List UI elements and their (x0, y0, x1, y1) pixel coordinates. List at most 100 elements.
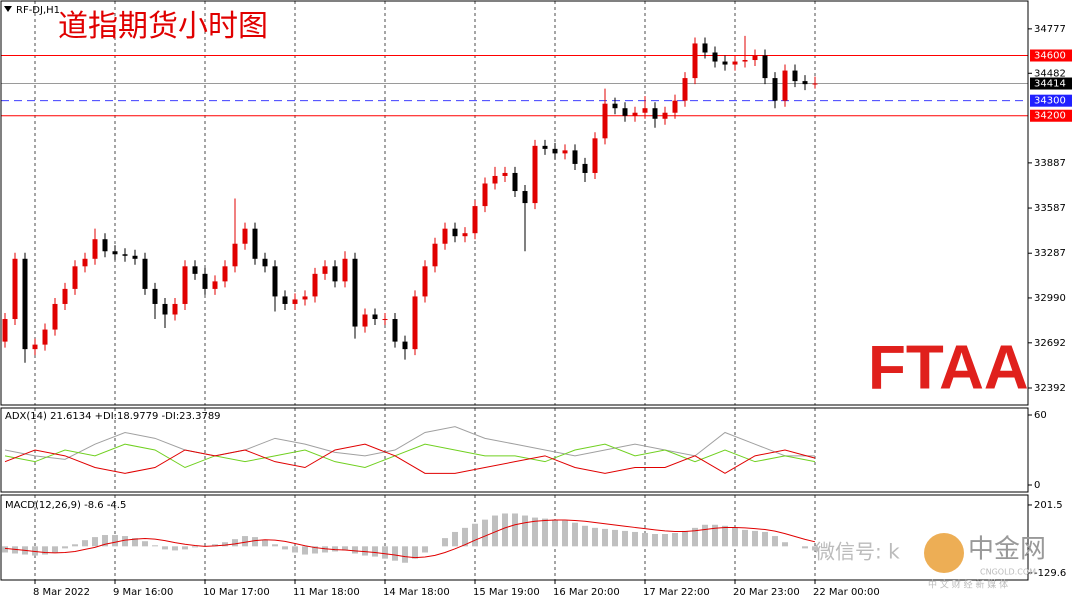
macd-bar (812, 546, 818, 551)
macd-bar (372, 546, 378, 557)
macd-bar (122, 536, 128, 547)
macd-bar (142, 541, 148, 547)
x-tick-label: 17 Mar 22:00 (643, 587, 710, 598)
macd-bar (2, 546, 8, 553)
candle-body (442, 228, 448, 244)
macd-bar (292, 546, 298, 553)
macd-bar (262, 540, 268, 547)
macd-bar (362, 546, 368, 556)
macd-bar (502, 513, 508, 547)
candle-body (252, 228, 258, 259)
watermark-slogan: 中 文 财 经 新 媒 体 (928, 579, 1008, 591)
candle-body (682, 78, 688, 101)
candle-body (482, 183, 488, 207)
candle-body (382, 319, 388, 321)
macd-bar (352, 546, 358, 554)
macd-panel (0, 494, 1029, 581)
candle-body (722, 61, 728, 65)
macd-bar (82, 540, 88, 547)
macd-bar (52, 546, 58, 553)
x-tick-label: 10 Mar 17:00 (203, 587, 270, 598)
macd-bar (762, 531, 768, 547)
macd-bar (592, 527, 598, 547)
candle-body (292, 299, 298, 304)
macd-bar (602, 528, 608, 547)
macd-bar (282, 546, 288, 550)
y-tick-label: 32990 (1034, 293, 1066, 304)
candle-body (262, 258, 268, 267)
macd-bar (62, 546, 68, 549)
x-tick-label: 22 Mar 00:00 (813, 587, 880, 598)
candle-body (172, 303, 178, 315)
y-tick-label: 33887 (1034, 158, 1066, 169)
candle-body (492, 175, 498, 184)
candle-body (542, 145, 548, 149)
candle-body (232, 243, 238, 267)
candle-body (302, 296, 308, 300)
candle-body (792, 70, 798, 82)
macd-bar (492, 515, 498, 547)
level-label: 34200 (1034, 111, 1066, 122)
macd-bar (692, 527, 698, 547)
candle-body (72, 266, 78, 289)
macd-bar (712, 524, 718, 547)
logo: FTAA (868, 333, 1029, 402)
macd-bar (472, 523, 478, 547)
macd-bar (382, 546, 388, 559)
candle-body (2, 319, 8, 342)
macd-bar (802, 546, 808, 549)
candle-body (342, 258, 348, 282)
candle-body (62, 288, 68, 304)
candle-body (462, 233, 468, 237)
macd-bar (42, 546, 48, 555)
candle-body (222, 266, 228, 282)
candle-body (622, 108, 628, 116)
candle-body (762, 55, 768, 79)
x-tick-label: 14 Mar 18:00 (383, 587, 450, 598)
candle-body (552, 148, 558, 154)
indicator-line (4, 443, 816, 474)
macd-bar (422, 546, 428, 553)
candle-body (432, 243, 438, 267)
candle-body (312, 273, 318, 297)
macd-bar (212, 544, 218, 547)
level-box (1030, 77, 1072, 90)
level-label: 34414 (1034, 79, 1066, 90)
candle-body (422, 266, 428, 297)
adx-legend: ADX(14) 21.6134 +DI:18.9779 -DI:23.3789 (5, 411, 221, 422)
candle-body (112, 251, 118, 255)
candle-body (522, 191, 528, 204)
watermark-icon (924, 533, 964, 573)
candle-body (202, 273, 208, 289)
macd-bar (632, 531, 638, 547)
candle-body (472, 206, 478, 234)
candle-body (362, 314, 368, 327)
macd-bar (72, 544, 78, 547)
candle-body (512, 172, 518, 192)
y-tick-label: -129.6 (1034, 568, 1066, 579)
y-tick-label: 34482 (1034, 68, 1066, 79)
level-label: 34600 (1034, 51, 1066, 62)
macd-bar (252, 537, 258, 547)
candle-body (732, 61, 738, 65)
macd-bar (312, 546, 318, 554)
macd-bar (322, 546, 328, 553)
macd-bar (652, 534, 658, 547)
candle-body (642, 108, 648, 113)
candle-body (272, 266, 278, 297)
candle-body (142, 258, 148, 289)
candle-body (352, 258, 358, 327)
y-tick-label: 32692 (1034, 338, 1066, 349)
macd-bar (622, 530, 628, 547)
candle-body (122, 254, 128, 256)
symbol-label: RF-DJ,H1 (16, 5, 60, 16)
macd-bar (742, 529, 748, 547)
macd-bar (152, 545, 158, 547)
candle-body (212, 281, 218, 289)
y-tick-label: 34777 (1034, 24, 1066, 35)
candle-body (372, 314, 378, 320)
signal-line (4, 519, 816, 559)
macd-bar (732, 527, 738, 547)
candle-body (702, 43, 708, 53)
macd-legend: MACD(12,26,9) -8.6 -4.5 (5, 500, 126, 511)
